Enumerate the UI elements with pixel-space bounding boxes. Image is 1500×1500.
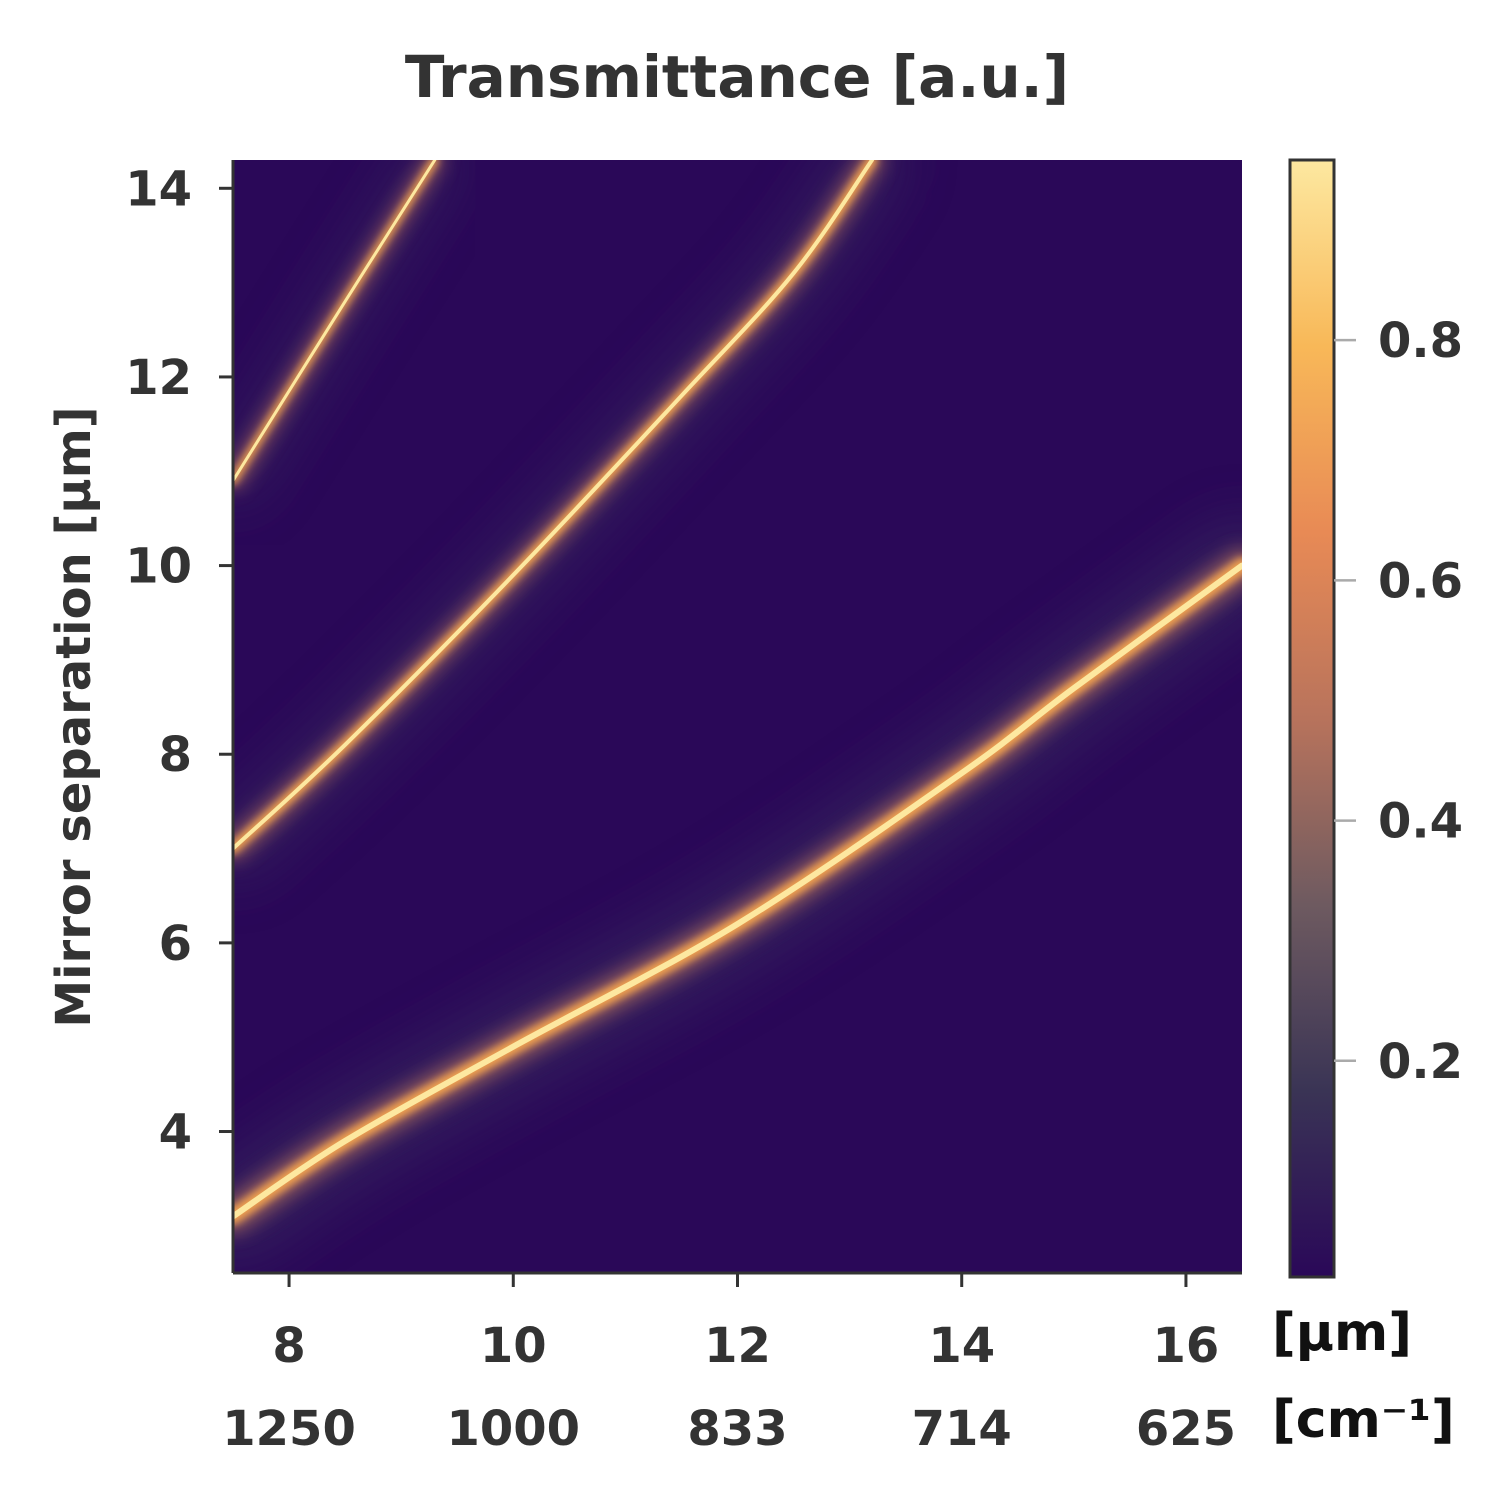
- y-tick-label: 8: [159, 727, 192, 783]
- x-tick-label: 12: [704, 1318, 771, 1374]
- x-tick-label: 10: [480, 1318, 547, 1374]
- band-2: [233, 160, 903, 879]
- y-tick-label: 12: [125, 350, 192, 406]
- y-axis-label: Mirror separation [µm]: [46, 406, 102, 1027]
- chart-title: Transmittance [a.u.]: [405, 43, 1069, 111]
- y-tick-label: 10: [125, 539, 192, 595]
- colorbar-tick-label: 0.6: [1378, 553, 1463, 609]
- x-secondary-tick-label: 833: [687, 1401, 787, 1457]
- x-tick-label: 14: [928, 1318, 995, 1374]
- colorbar: 0.2 0.4 0.6 0.8: [1288, 158, 1463, 1279]
- x-secondary-tick-label: 1250: [222, 1401, 356, 1457]
- colorbar-tick-label: 0.2: [1378, 1034, 1463, 1090]
- y-axis-ticks: 4 6 8 10 12 14: [125, 161, 233, 1161]
- transmission-bands: [233, 160, 1242, 1262]
- colorbar-tick-label: 0.4: [1378, 794, 1463, 850]
- colorbar-tick-label: 0.8: [1378, 313, 1463, 369]
- band-1: [233, 520, 1242, 1262]
- y-tick-label: 6: [159, 916, 192, 972]
- colorbar-ticks: 0.2 0.4 0.6 0.8: [1334, 313, 1463, 1090]
- colorbar-bar: [1288, 158, 1336, 1279]
- x-secondary-tick-label: 625: [1136, 1401, 1236, 1457]
- x-secondary-tick-label: 1000: [446, 1401, 580, 1457]
- x-unit-primary: [µm]: [1272, 1303, 1412, 1363]
- x-tick-label: 8: [272, 1318, 305, 1374]
- x-axis-ticks: 8 1250 10 1000 12 833 14 714 16 625: [222, 1273, 1236, 1457]
- x-unit-secondary: [cm⁻¹]: [1272, 1390, 1455, 1450]
- y-tick-label: 4: [159, 1105, 192, 1161]
- plot-area: [231, 160, 1242, 1275]
- x-tick-label: 16: [1153, 1318, 1220, 1374]
- y-tick-label: 14: [125, 161, 192, 217]
- x-secondary-tick-label: 714: [912, 1401, 1012, 1457]
- band-3: [233, 160, 457, 503]
